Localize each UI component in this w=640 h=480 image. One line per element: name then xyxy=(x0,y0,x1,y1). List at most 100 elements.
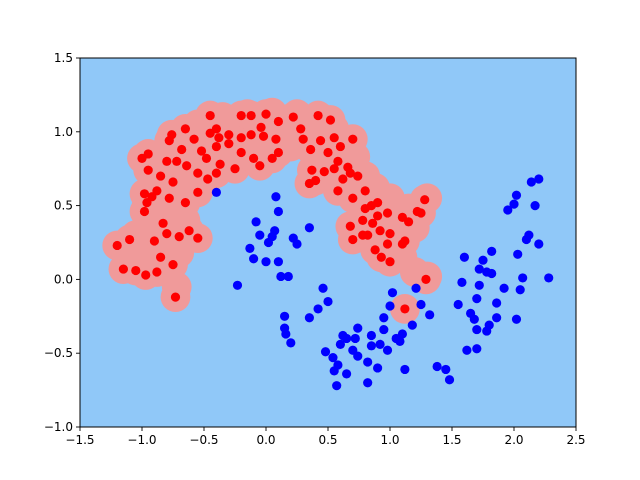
scatter-point-class-1 xyxy=(373,363,383,373)
scatter-point-class-0 xyxy=(167,130,177,140)
scatter-point-class-1 xyxy=(474,264,484,274)
scatter-point-class-1 xyxy=(350,333,360,344)
scatter-point-class-0 xyxy=(149,236,159,246)
scatter-point-class-0 xyxy=(193,187,203,197)
scatter-point-class-0 xyxy=(375,226,385,236)
x-tick-label: 0.0 xyxy=(256,433,275,447)
scatter-point-class-0 xyxy=(363,230,373,240)
points-layer xyxy=(112,109,554,391)
scatter-point-class-0 xyxy=(345,221,355,231)
scatter-point-class-0 xyxy=(224,139,234,149)
scatter-point-class-0 xyxy=(329,133,339,143)
y-tick-label: 0.0 xyxy=(54,272,73,286)
scatter-point-class-0 xyxy=(315,136,326,146)
scatter-point-class-1 xyxy=(472,293,482,304)
scatter-point-class-0 xyxy=(125,234,135,245)
scatter-point-class-0 xyxy=(196,146,207,156)
scatter-point-class-1 xyxy=(382,345,393,355)
scatter-point-class-0 xyxy=(211,168,221,178)
scatter-point-class-0 xyxy=(168,177,178,187)
scatter-point-class-1 xyxy=(379,324,389,335)
scatter-point-class-0 xyxy=(193,233,203,243)
scatter-point-class-0 xyxy=(296,124,306,134)
scatter-point-class-0 xyxy=(382,239,393,249)
scatter-point-class-0 xyxy=(333,156,343,166)
x-tick-label: −0.5 xyxy=(189,433,218,447)
scatter-point-class-1 xyxy=(375,339,385,349)
scatter-point-class-1 xyxy=(323,296,333,307)
scatter-point-class-1 xyxy=(544,273,554,283)
scatter-point-class-0 xyxy=(313,110,323,121)
decision-region-blob xyxy=(182,109,213,140)
scatter-point-class-1 xyxy=(503,205,513,215)
scatter-point-class-0 xyxy=(267,153,277,163)
scatter-point-class-1 xyxy=(342,333,352,344)
scatter-point-class-1 xyxy=(280,311,290,321)
scatter-point-class-1 xyxy=(286,338,296,348)
decision-region-blob xyxy=(275,131,306,162)
scatter-point-class-1 xyxy=(292,239,302,249)
scatter-point-class-1 xyxy=(474,280,484,290)
scatter-point-class-1 xyxy=(353,323,363,333)
scatter-point-class-0 xyxy=(211,141,221,152)
scatter-point-class-1 xyxy=(511,190,522,200)
x-tick-label: 0.5 xyxy=(318,433,337,447)
scatter-point-class-0 xyxy=(306,144,316,155)
scatter-point-class-0 xyxy=(182,161,192,171)
scatter-point-class-0 xyxy=(205,110,215,121)
scatter-point-class-1 xyxy=(416,299,426,310)
scatter-point-class-0 xyxy=(236,110,246,121)
scatter-point-class-0 xyxy=(170,292,181,302)
y-tick-label: 1.0 xyxy=(54,125,73,139)
scatter-point-class-0 xyxy=(174,231,184,242)
scatter-point-class-0 xyxy=(139,189,150,199)
scatter-point-class-0 xyxy=(333,186,343,196)
scatter-point-class-1 xyxy=(444,375,455,385)
scatter-point-class-0 xyxy=(404,217,414,227)
scatter-point-class-0 xyxy=(273,147,283,158)
scatter-point-class-0 xyxy=(353,171,363,181)
scatter-point-class-0 xyxy=(261,109,271,119)
scatter-point-class-0 xyxy=(156,252,166,262)
scatter-point-class-0 xyxy=(143,165,153,175)
y-tick-label: 1.5 xyxy=(54,51,73,65)
scatter-point-class-0 xyxy=(152,267,162,277)
scatter-point-class-1 xyxy=(472,324,482,335)
scatter-point-class-0 xyxy=(152,186,162,196)
x-tick-label: 2.0 xyxy=(504,433,523,447)
scatter-point-class-0 xyxy=(255,161,265,171)
scatter-point-class-1 xyxy=(469,314,479,324)
scatter-point-class-0 xyxy=(348,234,358,245)
scatter-point-class-0 xyxy=(162,229,172,239)
scatter-point-class-0 xyxy=(358,215,368,225)
scatter-point-class-0 xyxy=(177,144,187,155)
scatter-point-class-1 xyxy=(511,314,522,324)
scatter-point-class-1 xyxy=(313,304,323,314)
scatter-point-class-1 xyxy=(270,226,280,236)
scatter-point-class-0 xyxy=(184,226,194,236)
scatter-point-class-1 xyxy=(400,364,410,375)
scatter-point-class-0 xyxy=(180,198,190,208)
scatter-point-class-0 xyxy=(360,203,370,214)
scatter-point-class-0 xyxy=(246,110,256,121)
scatter-point-class-1 xyxy=(462,345,472,355)
scatter-point-class-1 xyxy=(261,257,271,267)
scatter-point-class-1 xyxy=(513,249,523,259)
scatter-point-class-0 xyxy=(360,186,370,196)
scatter-point-class-0 xyxy=(193,168,203,178)
scatter-point-class-0 xyxy=(172,156,182,166)
scatter-point-class-1 xyxy=(320,347,331,357)
scatter-point-class-0 xyxy=(139,206,150,217)
scatter-point-class-1 xyxy=(304,223,314,233)
scatter-point-class-1 xyxy=(472,344,482,354)
x-tick-label: −1.0 xyxy=(127,433,156,447)
scatter-point-class-0 xyxy=(304,178,314,189)
scatter-point-class-1 xyxy=(515,285,525,295)
scatter-point-class-1 xyxy=(366,330,376,341)
scatter-point-class-0 xyxy=(348,134,358,144)
scatter-point-class-0 xyxy=(400,304,410,314)
scatter-point-class-0 xyxy=(348,193,358,203)
scatter-point-class-1 xyxy=(509,199,519,209)
scatter-point-class-0 xyxy=(288,112,298,122)
